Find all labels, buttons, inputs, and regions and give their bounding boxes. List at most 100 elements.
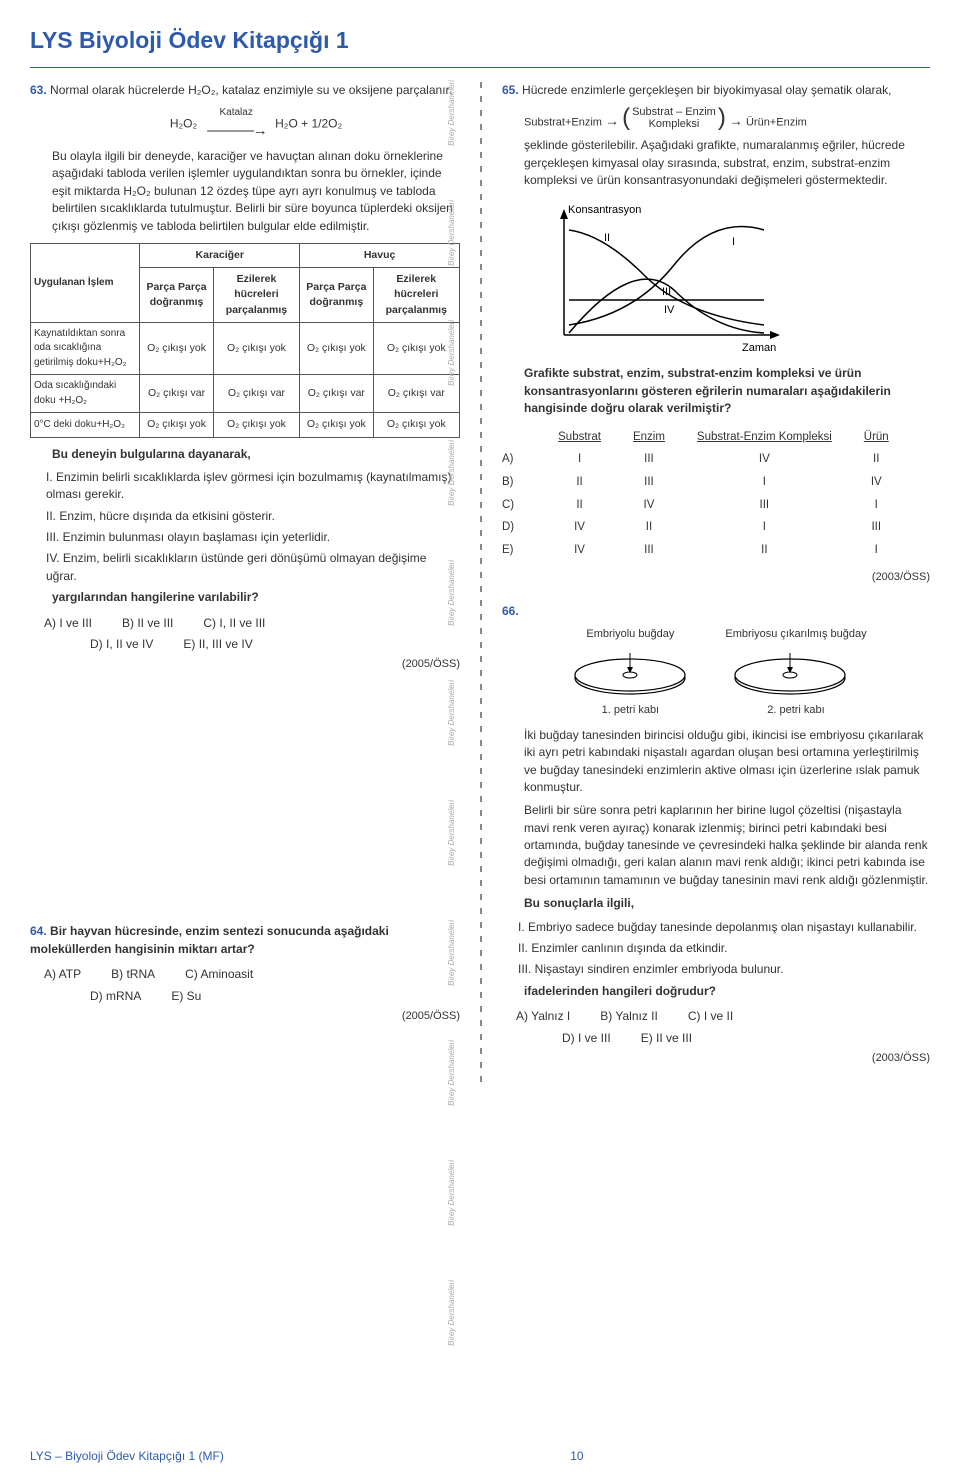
col-head: Enzim: [617, 426, 681, 449]
option[interactable]: B) Yalnız II: [600, 1008, 658, 1025]
eq-mid-top: Substrat – Enzim: [632, 106, 716, 118]
option[interactable]: D) I ve III: [562, 1030, 611, 1047]
opt-label: D): [502, 516, 542, 539]
table-cell: O₂ çıkışı yok: [213, 322, 299, 375]
petri-dish-icon: [725, 643, 855, 703]
curve-label-ii: II: [604, 232, 610, 244]
footer: LYS – Biyoloji Ödev Kitapçığı 1 (MF) 10: [30, 1448, 930, 1465]
q66-item: I. Embriyo sadece buğday tanesinde depol…: [518, 919, 930, 936]
answer-row[interactable]: C)IIIVIIII: [502, 494, 905, 517]
eq-catalyst: Katalaz: [219, 107, 252, 118]
table-cell: O₂ çıkışı yok: [373, 322, 459, 375]
petri-figure: Embriyolu buğday 1. petri kabı Embriyosu…: [502, 627, 930, 719]
footer-left: LYS – Biyoloji Ödev Kitapçığı 1 (MF): [30, 1448, 224, 1465]
table-cell: O₂ çıkışı yok: [213, 413, 299, 437]
q63-source: (2005/ÖSS): [30, 657, 460, 673]
cell: I: [681, 471, 848, 494]
cell: I: [681, 516, 848, 539]
col-head: Ürün: [848, 426, 905, 449]
table-cell: O₂ çıkışı yok: [300, 322, 373, 375]
q66-item: II. Enzimler canlının dışında da etkindi…: [518, 940, 930, 957]
table-subhead: Parça Parça doğranmış: [140, 268, 213, 323]
q63-closing: yargılarından hangilerine varılabilir?: [30, 589, 460, 606]
col-head: Substrat-Enzim Kompleksi: [681, 426, 848, 449]
option[interactable]: E) Su: [171, 988, 201, 1005]
cell: III: [617, 471, 681, 494]
eq-right: H₂O + 1/2O₂: [275, 116, 342, 130]
table-cell: O₂ çıkışı var: [140, 375, 213, 413]
q65-equation: Substrat+Enzim → ( Substrat – Enzim Komp…: [502, 106, 930, 131]
opt-label: B): [502, 471, 542, 494]
option[interactable]: C) Aminoasit: [185, 966, 253, 983]
option[interactable]: C) I ve II: [688, 1008, 733, 1025]
eq-left: Substrat+Enzim: [524, 116, 602, 128]
q66-item: III. Nişastayı sindiren enzimler embriyo…: [518, 961, 930, 978]
column-divider: [480, 82, 482, 1085]
petri1-bot: 1. petri kabı: [565, 703, 695, 719]
cell: II: [542, 494, 617, 517]
option[interactable]: E) II, III ve IV: [183, 636, 252, 653]
q65-paragraph: şeklinde gösterilebilir. Aşağıdaki grafi…: [502, 137, 930, 189]
left-column: 63. Normal olarak hücrelerde H₂O₂, katal…: [30, 82, 460, 1085]
option[interactable]: A) Yalnız I: [516, 1008, 570, 1025]
cell: II: [617, 516, 681, 539]
cell: III: [617, 539, 681, 562]
opt-label: C): [502, 494, 542, 517]
opt-label: A): [502, 448, 542, 471]
eq-left: H₂O₂: [170, 116, 197, 130]
cell: III: [617, 448, 681, 471]
option[interactable]: D) I, II ve IV: [90, 636, 153, 653]
option[interactable]: B) tRNA: [111, 966, 155, 983]
eq-right: Ürün+Enzim: [746, 116, 807, 128]
option[interactable]: A) ATP: [44, 966, 81, 983]
q63-paragraph: Bu olayla ilgili bir deneyde, karaciğer …: [30, 148, 460, 235]
q66-lead: Bu sonuçlarla ilgili,: [502, 895, 930, 912]
curve-label-iii: III: [662, 286, 671, 298]
x-axis-label: Zaman: [742, 342, 776, 354]
q65-answers-table: Substrat Enzim Substrat-Enzim Kompleksi …: [502, 426, 905, 562]
right-column: 65. Hücrede enzimlerle gerçekleşen bir b…: [502, 82, 930, 1085]
q66-number: 66.: [502, 604, 519, 618]
opt-label: E): [502, 539, 542, 562]
col-head: Substrat: [542, 426, 617, 449]
q65-intro: Hücrede enzimlerle gerçekleşen bir biyok…: [522, 83, 892, 97]
curve-label-iv: IV: [664, 304, 675, 316]
q63-item: II. Enzim, hücre dışında da etkisini gös…: [46, 508, 460, 525]
curve-label-i: I: [732, 236, 735, 248]
question-64: 64. Bir hayvan hücresinde, enzim sentezi…: [30, 923, 460, 1025]
cell: II: [681, 539, 848, 562]
watermark: Birey Dershaneleri: [446, 1280, 458, 1346]
columns: 63. Normal olarak hücrelerde H₂O₂, katal…: [30, 82, 930, 1085]
q63-item: IV. Enzim, belirli sıcaklıkların üstünde…: [46, 550, 460, 585]
answer-row[interactable]: B)IIIIIIIV: [502, 471, 905, 494]
y-axis-label: Konsantrasyon: [568, 204, 641, 216]
q64-text: Bir hayvan hücresinde, enzim sentezi son…: [30, 924, 389, 955]
cell: III: [681, 494, 848, 517]
table-head-karaciger: Karaciğer: [140, 243, 300, 267]
petri-dish-icon: [565, 643, 695, 703]
option[interactable]: E) II ve III: [641, 1030, 692, 1047]
petri2-bot: 2. petri kabı: [725, 703, 866, 719]
table-subhead: Ezilerek hücreleri parçalanmış: [373, 268, 459, 323]
option[interactable]: D) mRNA: [90, 988, 141, 1005]
answer-row[interactable]: D)IVIIIIII: [502, 516, 905, 539]
table-subhead: Parça Parça doğranmış: [300, 268, 373, 323]
concentration-chart-svg: Konsantrasyon Zaman II I IV III: [524, 195, 804, 365]
page: LYS Biyoloji Ödev Kitapçığı 1 Birey Ders…: [0, 0, 960, 1475]
petri1-top: Embriyolu buğday: [565, 627, 695, 643]
table-cell: O₂ çıkışı yok: [140, 413, 213, 437]
option[interactable]: A) I ve III: [44, 615, 92, 632]
petri2-top: Embriyosu çıkarılmış buğday: [725, 627, 866, 643]
cell: II: [848, 448, 905, 471]
option[interactable]: B) II ve III: [122, 615, 173, 632]
answer-row[interactable]: E)IVIIIIII: [502, 539, 905, 562]
q65-ask: Grafikte substrat, enzim, substrat-enzim…: [502, 365, 930, 417]
option[interactable]: C) I, II ve III: [203, 615, 265, 632]
cell: IV: [681, 448, 848, 471]
cell: I: [542, 448, 617, 471]
cell: IV: [542, 539, 617, 562]
table-rowlabel: 0°C deki doku+H₂O₂: [31, 413, 140, 437]
answer-row[interactable]: A)IIIIIVII: [502, 448, 905, 471]
q66-options: D) I ve III E) II ve III: [562, 1030, 930, 1047]
q66-options: A) Yalnız I B) Yalnız II C) I ve II: [516, 1008, 930, 1025]
